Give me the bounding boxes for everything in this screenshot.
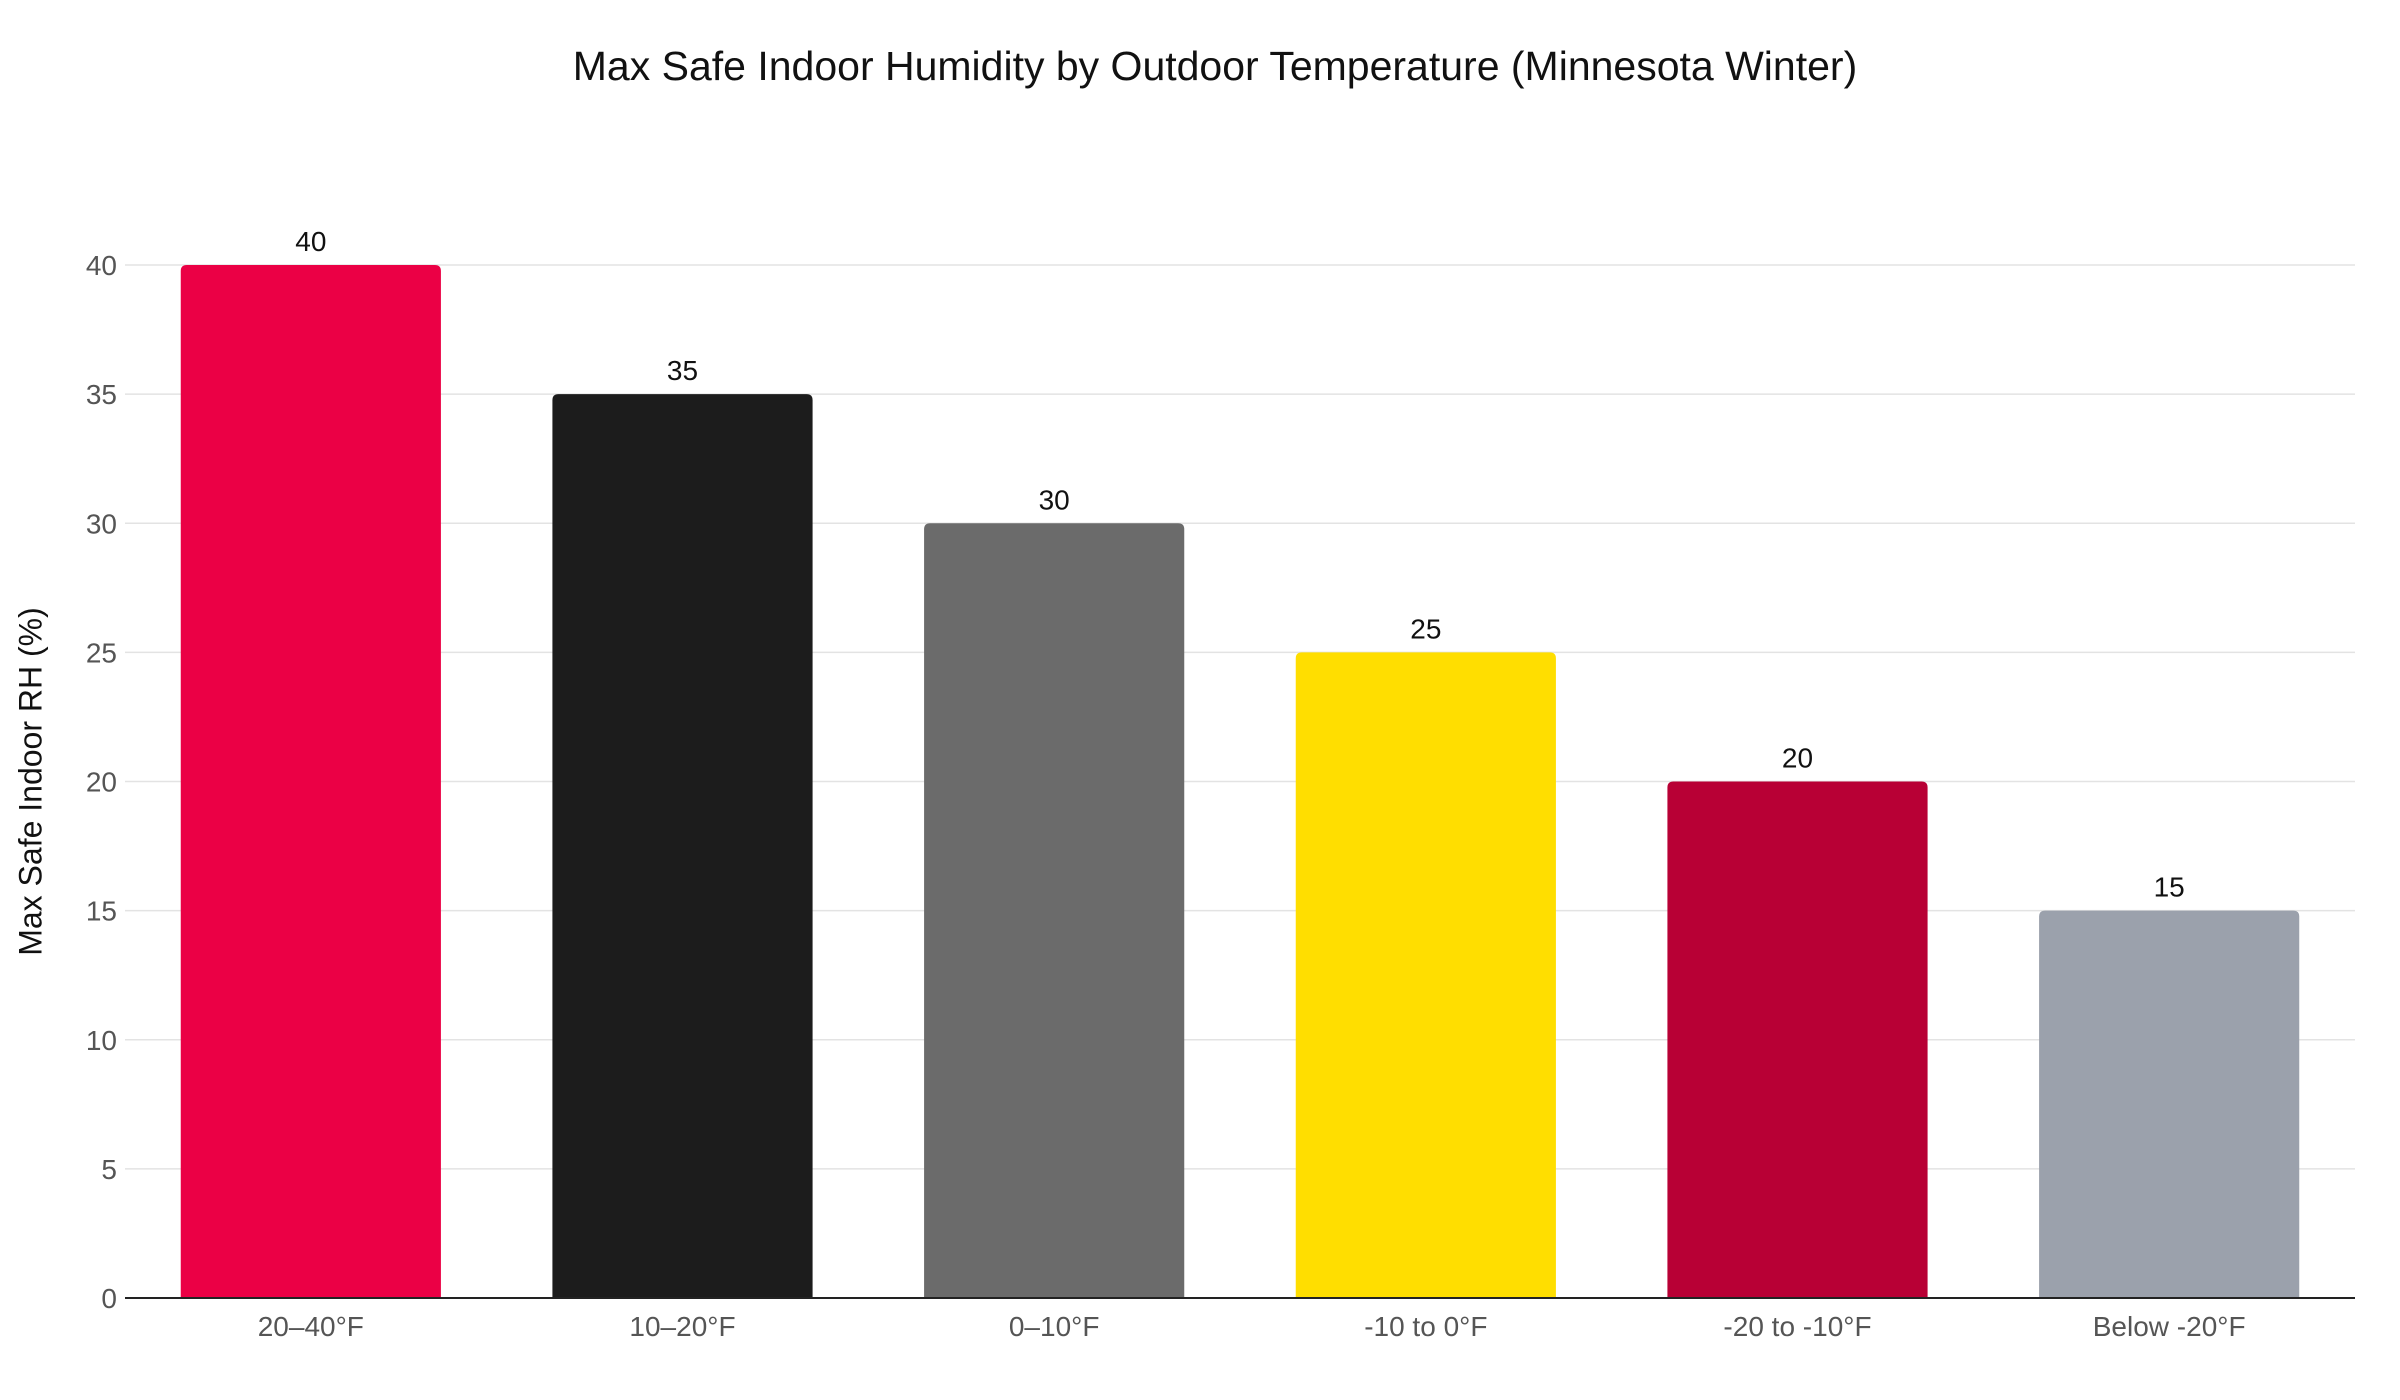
bar [552, 394, 813, 1298]
data-label: 40 [295, 226, 326, 257]
y-axis-title: Max Safe Indoor RH (%) [12, 607, 48, 956]
data-label: 25 [1410, 613, 1441, 644]
y-tick-label: 15 [86, 896, 117, 927]
bar [924, 523, 1185, 1298]
data-label: 30 [1039, 484, 1070, 515]
bar [2039, 910, 2300, 1298]
y-tick-label: 5 [101, 1154, 117, 1185]
x-tick-label: 0–10°F [1009, 1311, 1100, 1342]
gridlines [125, 264, 2355, 1170]
y-tick-label: 25 [86, 637, 117, 668]
x-axis-ticks: 20–40°F 10–20°F 0–10°F -10 to 0°F -20 to -10… [258, 1311, 2246, 1342]
data-label: 20 [1782, 743, 1813, 774]
chart-title: Max Safe Indoor Humidity by Outdoor Temp… [573, 43, 1857, 89]
bar [1667, 781, 1928, 1298]
y-tick-label: 35 [86, 379, 117, 410]
data-labels: 40 35 30 25 20 15 [295, 226, 2184, 903]
x-tick-label: Below -20°F [2093, 1311, 2246, 1342]
data-label: 35 [667, 355, 698, 386]
x-tick-label: 10–20°F [629, 1311, 735, 1342]
bar [1295, 652, 1556, 1298]
y-tick-label: 40 [86, 250, 117, 281]
y-tick-label: 0 [101, 1283, 117, 1314]
bar [180, 265, 441, 1298]
y-tick-label: 20 [86, 767, 117, 798]
x-tick-label: -20 to -10°F [1723, 1311, 1871, 1342]
y-axis-ticks: 0 5 10 15 20 25 30 35 40 [86, 250, 117, 1314]
y-tick-label: 30 [86, 508, 117, 539]
y-tick-label: 10 [86, 1025, 117, 1056]
bars [180, 265, 2300, 1298]
x-tick-label: -10 to 0°F [1364, 1311, 1487, 1342]
x-tick-label: 20–40°F [258, 1311, 364, 1342]
data-label: 15 [2154, 872, 2185, 903]
